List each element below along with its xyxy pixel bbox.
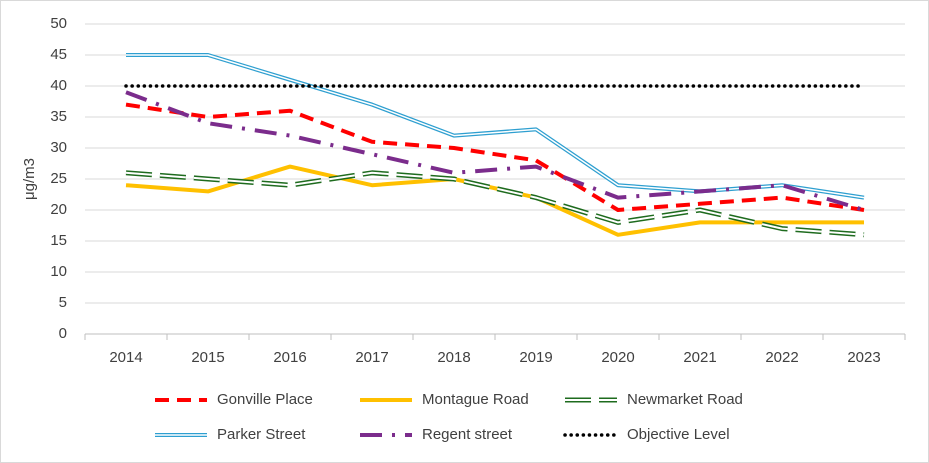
y-tick-label: 20: [50, 201, 67, 218]
x-tick-label: 2015: [191, 349, 224, 366]
x-tick-label: 2016: [273, 349, 306, 366]
y-tick-label: 30: [50, 139, 67, 156]
series-line-inner: [125, 171, 865, 236]
legend-label: Montague Road: [422, 391, 529, 408]
y-tick-label: 25: [50, 170, 67, 187]
series-line: [125, 90, 865, 212]
legend-label: Gonville Place: [217, 391, 313, 408]
y-tick-label: 15: [50, 232, 67, 249]
x-tick-label: 2022: [765, 349, 798, 366]
legend-label: Regent street: [422, 426, 513, 443]
series-line: [125, 164, 864, 237]
x-tick-label: 2017: [355, 349, 388, 366]
legend-label: Parker Street: [217, 426, 306, 443]
y-tick-label: 50: [50, 15, 67, 32]
y-tick-label: 45: [50, 46, 67, 63]
x-tick-label: 2019: [519, 349, 552, 366]
legend-label: Objective Level: [627, 426, 730, 443]
series-line: [125, 102, 865, 212]
x-tick-label: 2018: [437, 349, 470, 366]
x-tick-label: 2014: [109, 349, 142, 366]
y-tick-label: 40: [50, 77, 67, 94]
x-tick-label: 2023: [847, 349, 880, 366]
y-tick-label: 0: [59, 325, 67, 342]
y-axis-title: μg/m3: [21, 158, 38, 200]
x-tick-label: 2020: [601, 349, 634, 366]
y-tick-label: 5: [59, 294, 67, 311]
x-tick-label: 2021: [683, 349, 716, 366]
legend-label: Newmarket Road: [627, 391, 743, 408]
y-tick-label: 35: [50, 108, 67, 125]
y-tick-label: 10: [50, 263, 67, 280]
